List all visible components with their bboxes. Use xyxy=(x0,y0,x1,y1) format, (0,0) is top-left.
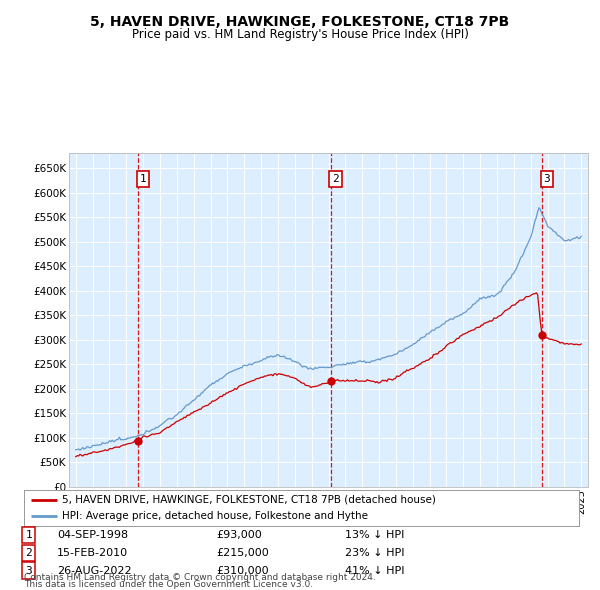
Text: £310,000: £310,000 xyxy=(216,566,269,575)
Text: 2: 2 xyxy=(332,174,339,184)
Text: 13% ↓ HPI: 13% ↓ HPI xyxy=(345,530,404,540)
Text: 41% ↓ HPI: 41% ↓ HPI xyxy=(345,566,404,575)
Text: £93,000: £93,000 xyxy=(216,530,262,540)
Text: 04-SEP-1998: 04-SEP-1998 xyxy=(57,530,128,540)
Text: 5, HAVEN DRIVE, HAWKINGE, FOLKESTONE, CT18 7PB: 5, HAVEN DRIVE, HAWKINGE, FOLKESTONE, CT… xyxy=(91,15,509,29)
Text: Price paid vs. HM Land Registry's House Price Index (HPI): Price paid vs. HM Land Registry's House … xyxy=(131,28,469,41)
Text: 23% ↓ HPI: 23% ↓ HPI xyxy=(345,548,404,558)
Text: 15-FEB-2010: 15-FEB-2010 xyxy=(57,548,128,558)
Text: 1: 1 xyxy=(25,530,32,540)
Text: 1: 1 xyxy=(139,174,146,184)
Text: This data is licensed under the Open Government Licence v3.0.: This data is licensed under the Open Gov… xyxy=(24,580,313,589)
Text: £215,000: £215,000 xyxy=(216,548,269,558)
Text: 26-AUG-2022: 26-AUG-2022 xyxy=(57,566,131,575)
Text: Contains HM Land Registry data © Crown copyright and database right 2024.: Contains HM Land Registry data © Crown c… xyxy=(24,573,376,582)
Text: HPI: Average price, detached house, Folkestone and Hythe: HPI: Average price, detached house, Folk… xyxy=(62,512,368,522)
Text: 3: 3 xyxy=(544,174,550,184)
Text: 5, HAVEN DRIVE, HAWKINGE, FOLKESTONE, CT18 7PB (detached house): 5, HAVEN DRIVE, HAWKINGE, FOLKESTONE, CT… xyxy=(62,494,436,504)
Text: 2: 2 xyxy=(25,548,32,558)
Text: 3: 3 xyxy=(25,566,32,575)
